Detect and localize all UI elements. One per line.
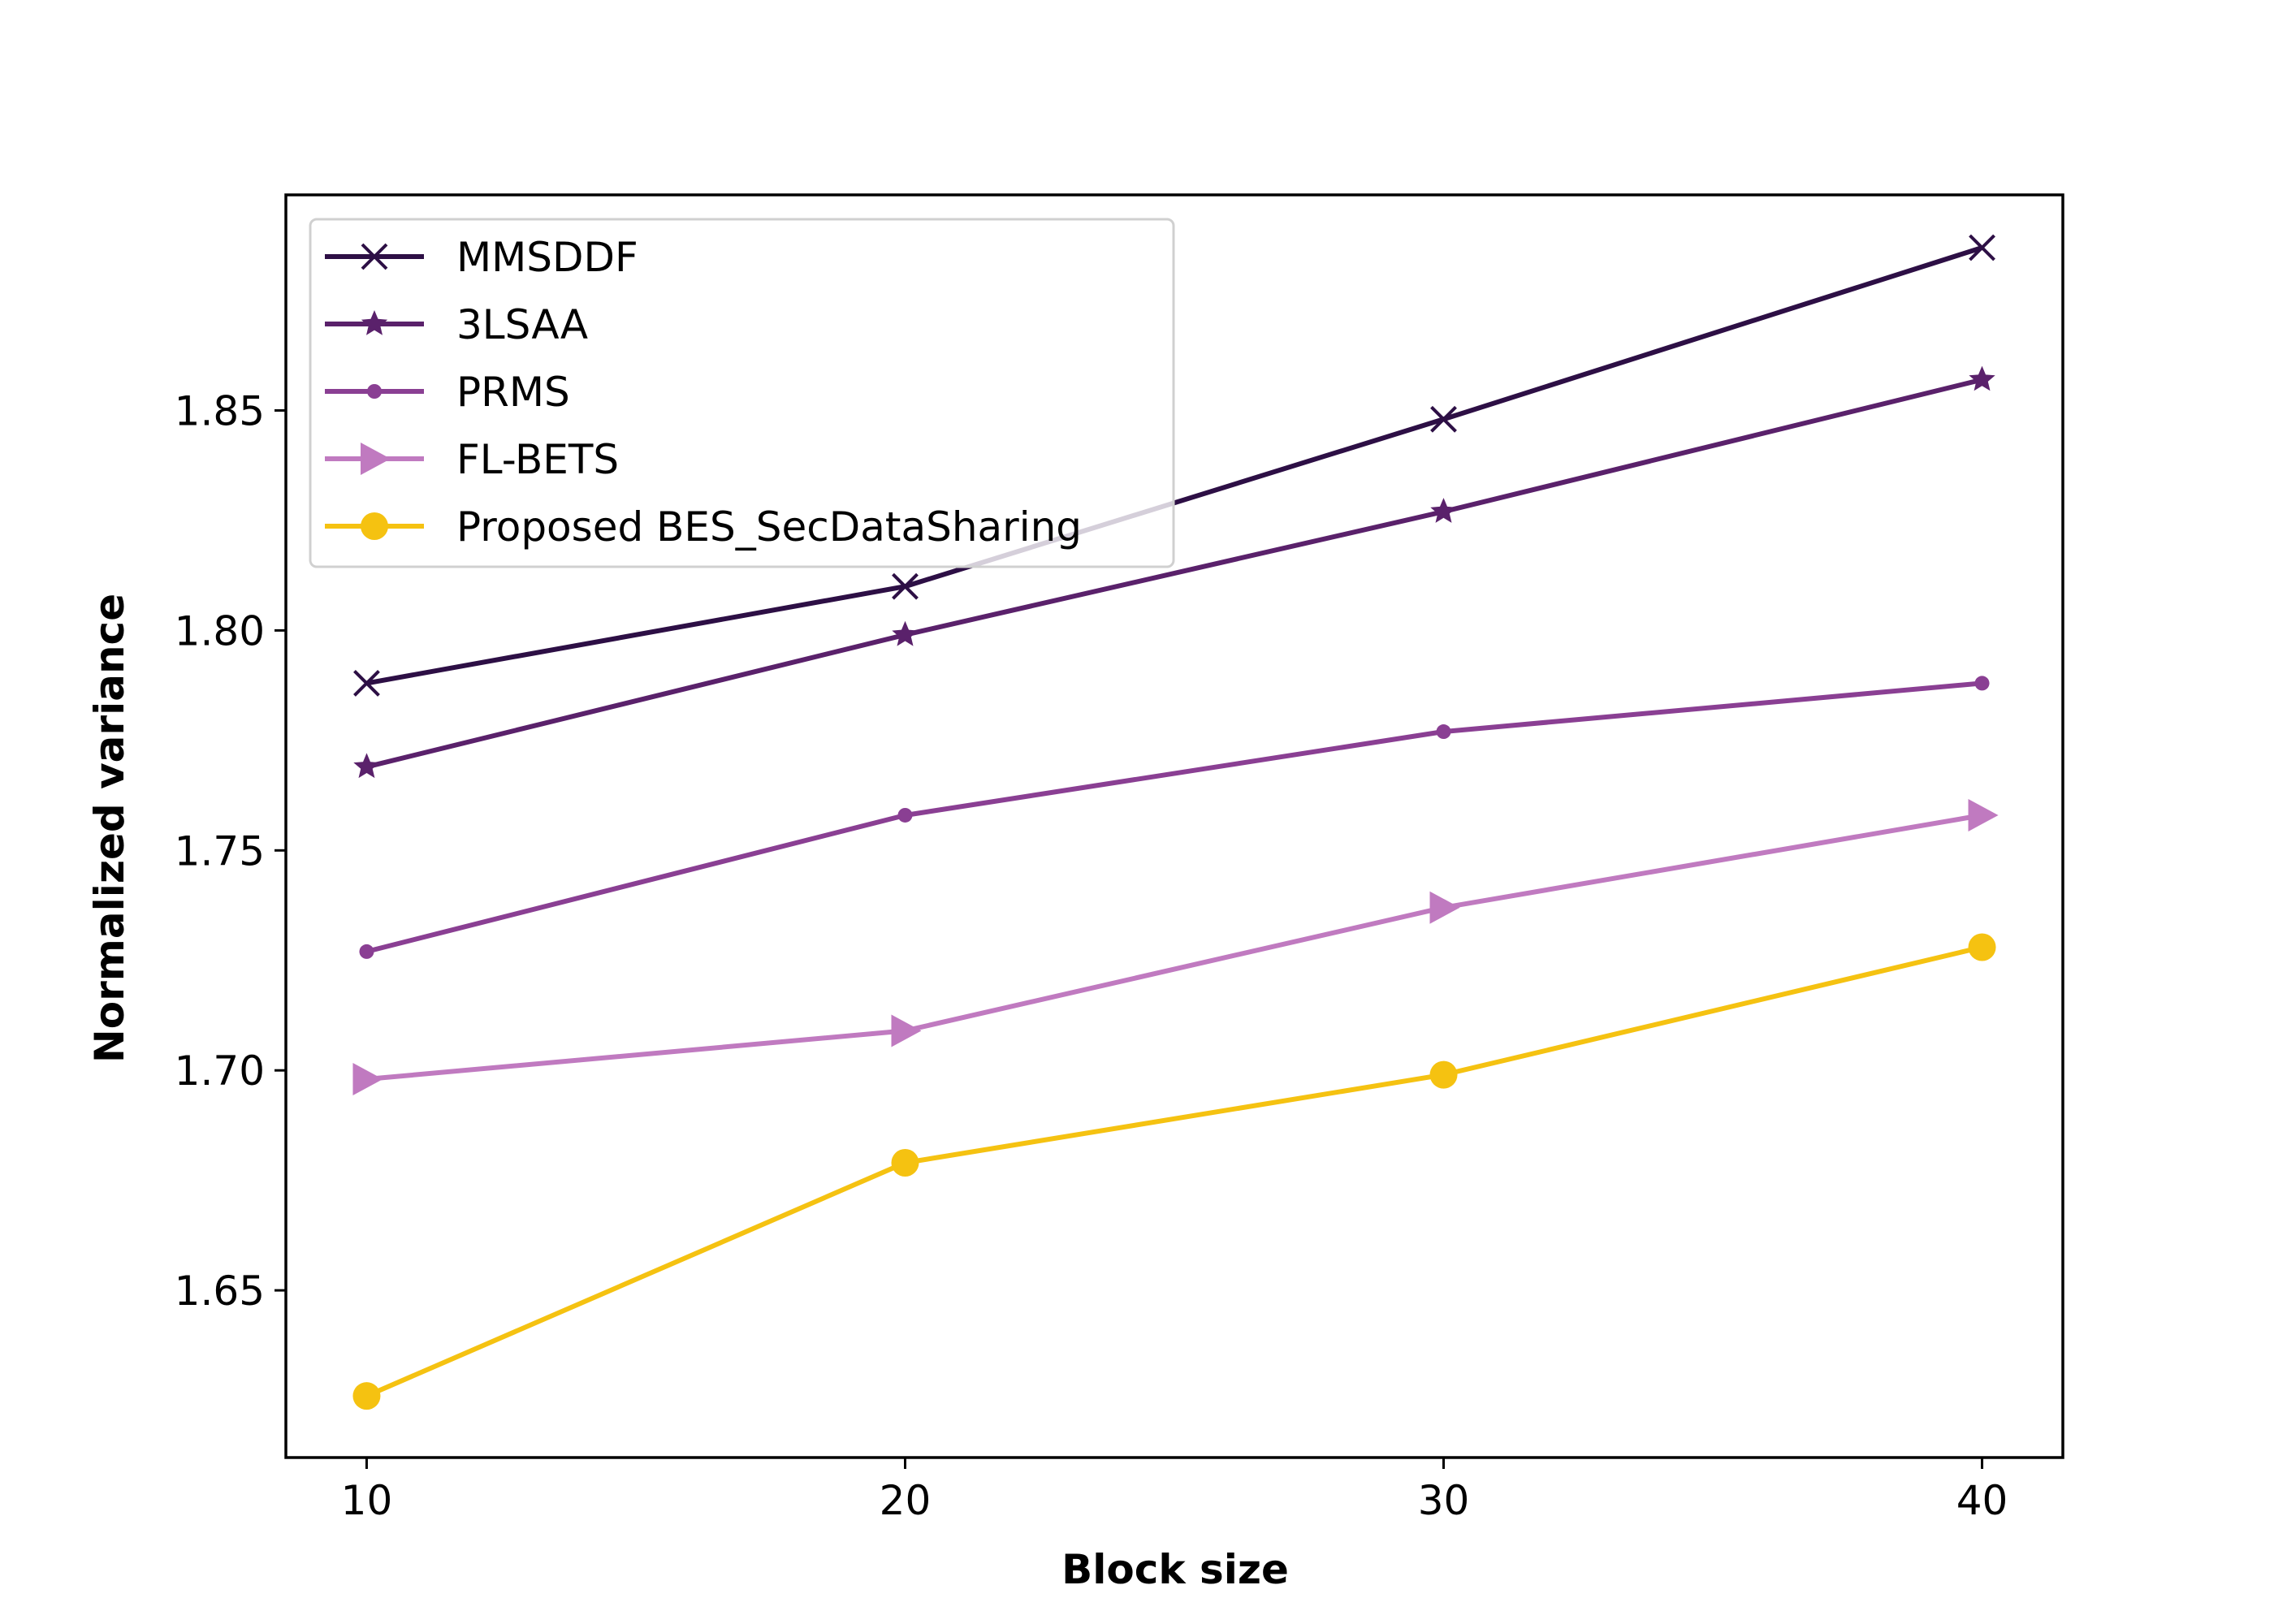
legend-item: PRMS <box>325 369 570 416</box>
legend-box <box>309 218 1175 568</box>
legend-marker <box>361 243 388 270</box>
legend-label: PRMS <box>456 369 570 416</box>
data-point <box>1969 365 1995 391</box>
series-line <box>366 813 1983 1082</box>
data-point <box>1968 933 1996 961</box>
data-point <box>891 1148 919 1177</box>
x-tick-label: 10 <box>341 1477 393 1524</box>
legend-label: 3LSAA <box>456 301 588 348</box>
legend-marker <box>361 443 391 475</box>
data-point <box>353 753 380 779</box>
x-axis: 10 20 30 40 <box>341 1458 2008 1524</box>
legend-item: 3LSAA <box>325 301 588 348</box>
y-tick-label: 1.70 <box>175 1047 265 1095</box>
data-point <box>1968 798 1999 831</box>
data-point <box>1430 498 1457 523</box>
data-point <box>352 1063 383 1096</box>
series-2 <box>353 365 1995 779</box>
data-point <box>891 1014 922 1047</box>
y-axis-title: Normalized variance <box>86 594 133 1063</box>
legend-item: MMSDDF <box>325 234 638 281</box>
y-tick-label: 1.75 <box>175 827 265 875</box>
legend-marker <box>361 310 388 335</box>
y-tick-label: 1.80 <box>175 607 265 654</box>
series-3 <box>359 676 1990 959</box>
legend-item: FL-BETS <box>325 436 619 483</box>
data-point <box>353 669 380 697</box>
series-line <box>365 944 1983 1398</box>
data-point <box>1429 1060 1458 1089</box>
x-tick-label: 40 <box>1956 1477 2008 1524</box>
x-tick-label: 30 <box>1418 1477 1470 1524</box>
x-tick-label: 20 <box>880 1477 932 1524</box>
legend-label: MMSDDF <box>456 234 638 281</box>
series-layer <box>352 234 1999 1410</box>
y-tick-label: 1.65 <box>175 1268 265 1315</box>
series-5 <box>352 933 1996 1410</box>
data-point <box>1969 234 1995 261</box>
y-tick-label: 1.85 <box>175 387 265 434</box>
y-axis: 1.65 1.70 1.75 1.80 1.85 <box>175 387 286 1315</box>
legend-marker <box>361 512 388 540</box>
legend-marker <box>367 384 382 399</box>
data-point <box>892 620 919 646</box>
series-4 <box>352 798 1999 1096</box>
data-point <box>1436 724 1451 740</box>
legend-item: Proposed BES_SecDataSharing <box>325 503 1082 551</box>
legend: MMSDDF 3LSAA PRMS FL-BETS Proposed BES_SecDa… <box>309 218 1175 568</box>
legend-label: FL-BETS <box>456 436 619 483</box>
series-line <box>365 680 1982 954</box>
series-line <box>365 377 1983 770</box>
data-point <box>892 572 919 600</box>
x-axis-title: Block size <box>1061 1546 1289 1593</box>
data-point <box>359 944 374 959</box>
legend-label: Proposed BES_SecDataSharing <box>456 503 1082 551</box>
data-point <box>1974 676 1990 691</box>
plot-frame <box>284 193 2064 1459</box>
data-point <box>897 807 913 823</box>
data-point <box>1429 891 1460 924</box>
data-point <box>1430 405 1457 433</box>
data-point <box>352 1382 381 1410</box>
